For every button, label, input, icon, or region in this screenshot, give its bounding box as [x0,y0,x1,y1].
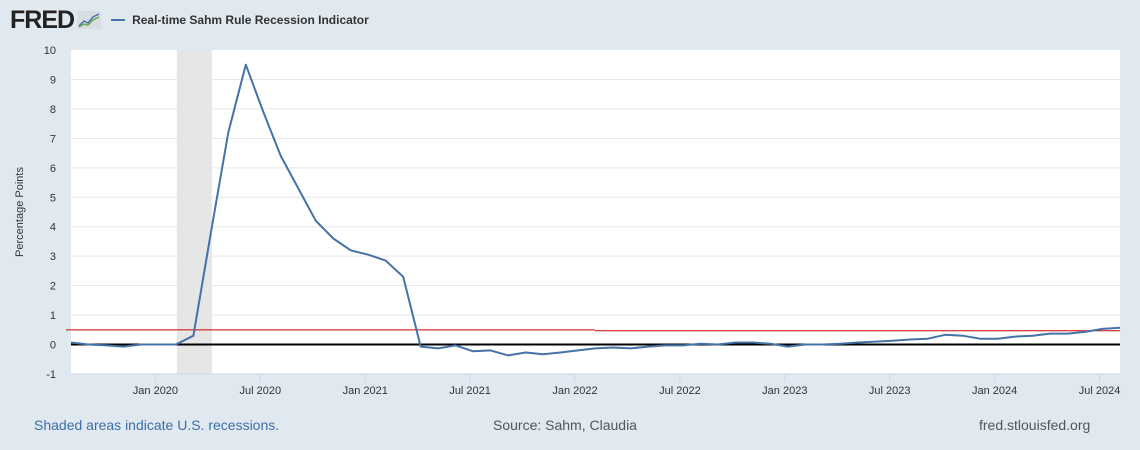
x-tick-label: Jan 2020 [133,385,178,397]
y-tick-label: 9 [50,74,56,86]
source-text: Source: Sahm, Claudia [493,417,637,433]
y-axis-ticks: -1 0 1 2 3 4 5 6 7 8 9 10 [44,45,56,381]
recession-shading [176,50,212,374]
plot-area [71,50,1120,374]
y-tick-label: 10 [44,45,56,57]
x-tick-label: Jul 2021 [449,385,491,397]
y-axis-label: Percentage Points [14,167,26,257]
fred-logo[interactable]: FRED [10,5,75,34]
grid-lines [71,78,1120,346]
threshold-line [66,329,1120,332]
x-tick-label: Jul 2022 [659,385,701,397]
series-line[interactable] [70,63,1121,357]
x-tick-label: Jan 2021 [343,385,388,397]
x-tick-label: Jul 2024 [1079,385,1121,397]
y-tick-label: 2 [50,281,56,293]
x-tick-label: Jul 2020 [240,385,282,397]
y-tick-label: 1 [50,310,56,322]
y-tick-label: 8 [50,104,56,116]
chart-header: FRED Real-time Sahm Rule Recession Indic… [10,6,369,34]
x-tick-label: Jan 2023 [762,385,807,397]
y-tick-label: 3 [50,251,56,263]
y-tick-label: 5 [50,192,56,204]
y-tick-label: 7 [50,133,56,145]
x-tick-label: Jan 2024 [972,385,1017,397]
recession-note[interactable]: Shaded areas indicate U.S. recessions. [34,417,280,433]
legend[interactable]: Real-time Sahm Rule Recession Indicator [111,13,369,27]
y-tick-label: 6 [50,163,56,175]
y-tick-label: -1 [46,369,56,381]
x-axis-ticks: Jan 2020 Jul 2020 Jan 2021 Jul 2021 Jan 2022… [133,374,1121,397]
x-tick-label: Jan 2022 [552,385,597,397]
x-tick-label: Jul 2023 [869,385,911,397]
y-tick-label: 0 [50,340,56,352]
chart-line-icon [77,11,102,29]
site-link[interactable]: fred.stlouisfed.org [979,417,1091,433]
legend-label: Real-time Sahm Rule Recession Indicator [132,13,369,27]
legend-swatch [111,19,126,21]
y-tick-label: 4 [50,222,56,234]
